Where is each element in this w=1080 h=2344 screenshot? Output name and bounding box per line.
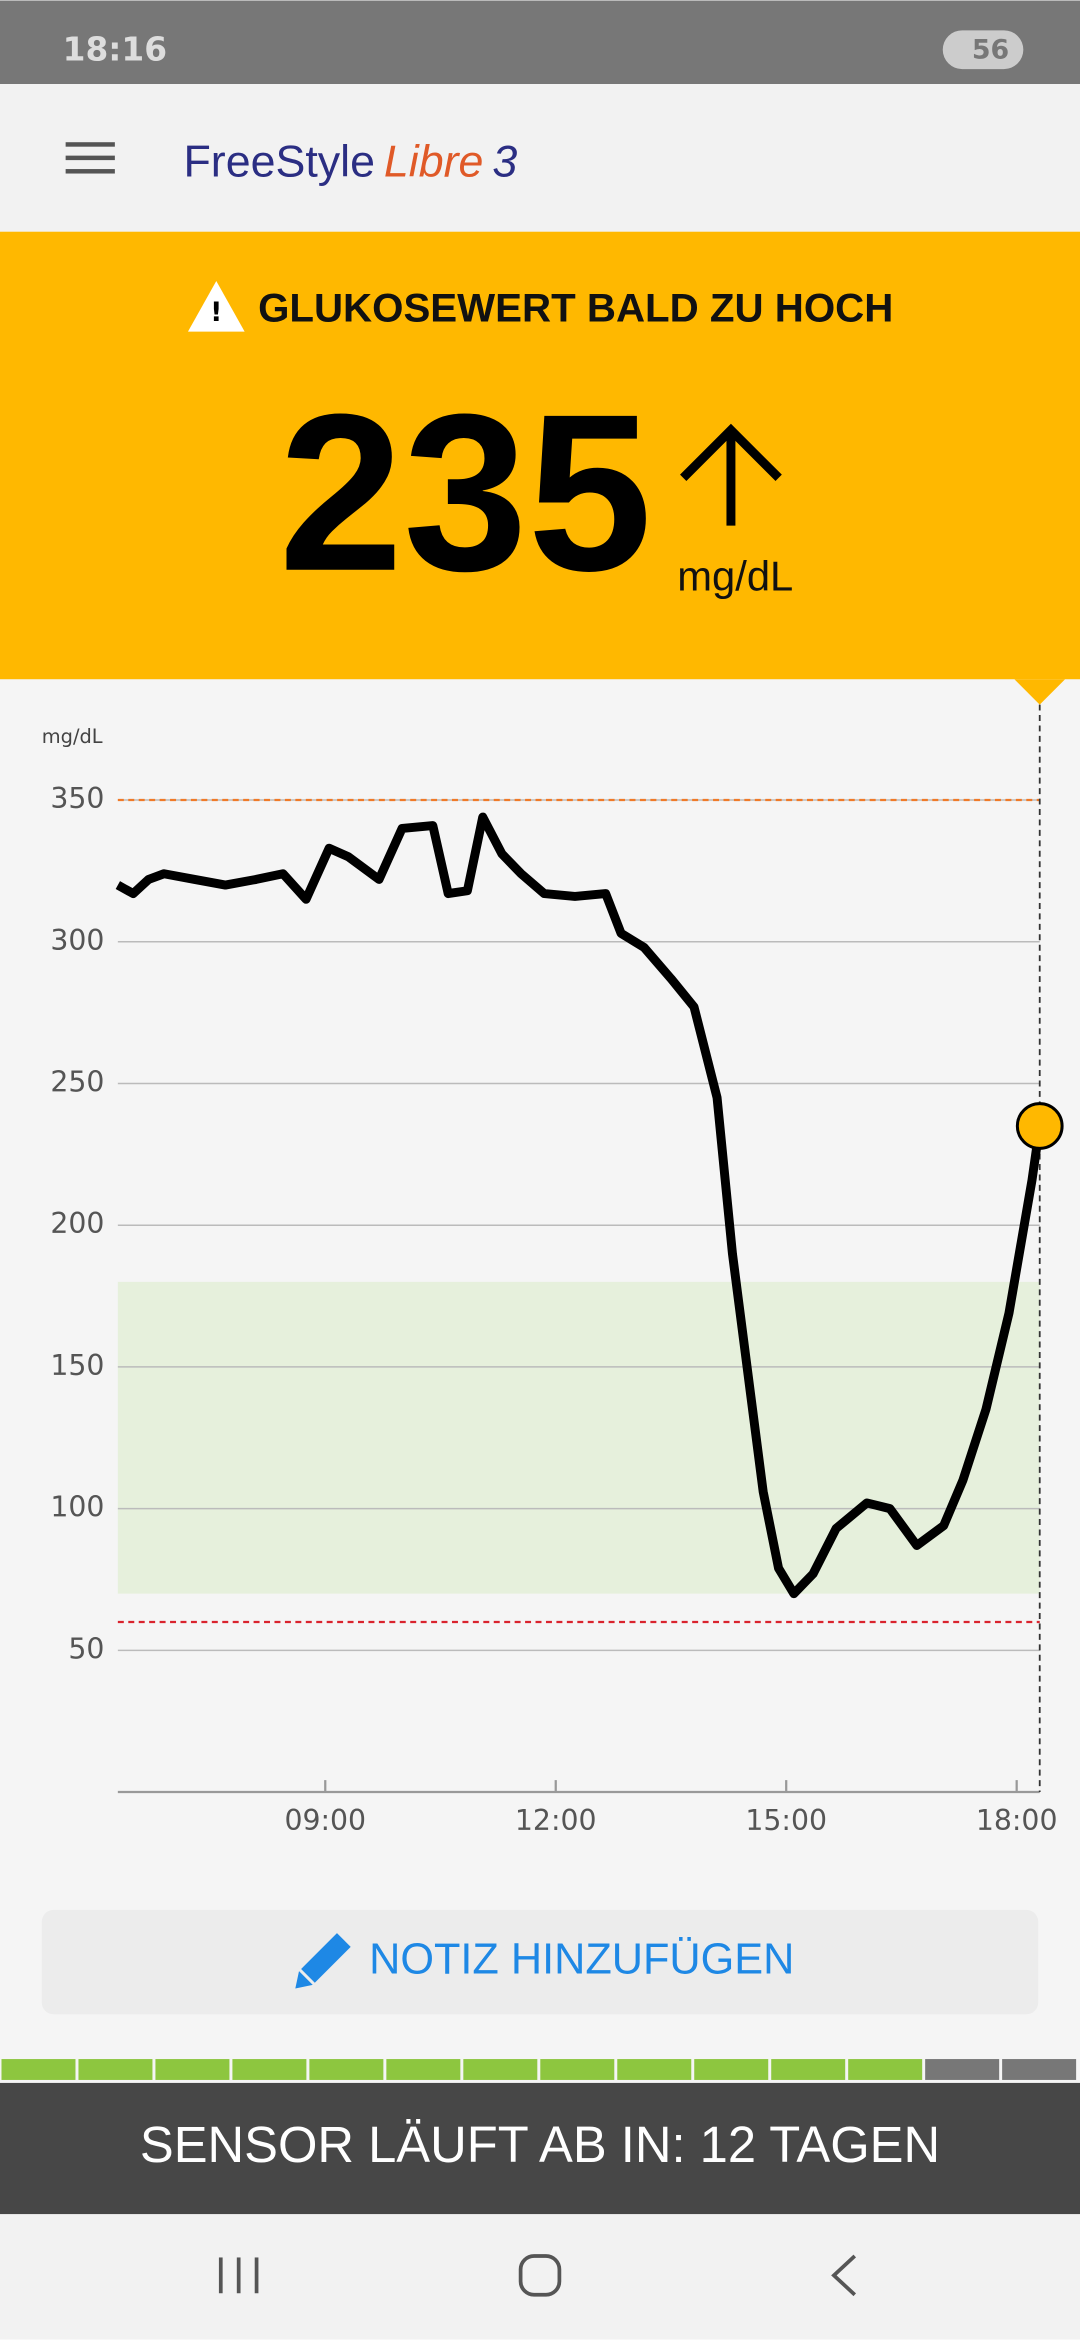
- nav-recent[interactable]: [218, 2257, 259, 2294]
- progress-segment: [617, 2059, 692, 2080]
- menu-bar: [65, 155, 115, 161]
- progress-segment: [463, 2059, 538, 2080]
- note-button[interactable]: NOTIZ HINZUFÜGEN: [41, 1909, 1039, 2015]
- progress-segment: [386, 2059, 461, 2080]
- target-range: [117, 1281, 1040, 1594]
- logo-version: 3: [492, 136, 517, 186]
- battery-level: 56: [972, 35, 1009, 66]
- progress-segment: [1002, 2059, 1077, 2080]
- nav-back[interactable]: [831, 2254, 857, 2297]
- warning-icon: [187, 280, 245, 332]
- status-time: 18:16: [63, 31, 167, 69]
- progress-segment: [232, 2059, 307, 2080]
- logo: FreeStyle Libre 3: [183, 136, 517, 186]
- banner-notch: [1014, 679, 1066, 705]
- sensor-progress: [1, 2059, 1077, 2080]
- progress-segment: [309, 2059, 384, 2080]
- y-tick-label: 150: [50, 1349, 104, 1382]
- sensor-bar: [0, 2082, 1080, 2215]
- x-tick-label: 09:00: [284, 1804, 366, 1837]
- chart: 50 100 150 200 250 300 350 09:00 12:00 15:00 18:00: [50, 704, 1064, 1837]
- progress-segment: [540, 2059, 615, 2080]
- y-tick-label: 200: [50, 1207, 104, 1240]
- y-tick-label: 50: [68, 1632, 104, 1665]
- app-header: [0, 84, 1080, 232]
- menu-bar: [65, 142, 115, 147]
- status-bar: [0, 0, 1080, 85]
- sensor-text: SENSOR LÄUFT AB IN: 12 TAGEN: [140, 2116, 940, 2173]
- glucose-unit: mg/dL: [677, 552, 793, 599]
- logo-brand: FreeStyle: [183, 136, 374, 186]
- y-tick-label: 100: [50, 1491, 104, 1524]
- y-tick-label: 350: [50, 782, 104, 815]
- progress-segment: [848, 2059, 923, 2080]
- progress-segment: [925, 2059, 1000, 2080]
- x-tick-label: 15:00: [745, 1804, 827, 1837]
- alert-banner: [0, 231, 1080, 680]
- note-button-bg: [41, 1909, 1039, 2015]
- x-tick-label: 12:00: [515, 1804, 597, 1837]
- progress-segment: [771, 2059, 846, 2080]
- progress-segment: [78, 2059, 153, 2080]
- x-tick-label: 18:00: [976, 1804, 1058, 1837]
- y-tick-label: 250: [50, 1065, 104, 1098]
- progress-segment: [694, 2059, 769, 2080]
- nav-bar: [0, 2214, 1080, 2340]
- menu-button[interactable]: [65, 142, 115, 174]
- alert-title: GLUKOSEWERT BALD ZU HOCH: [258, 285, 893, 330]
- menu-bar: [65, 169, 115, 174]
- battery-icon: [942, 30, 1024, 70]
- pencil-icon: [295, 1933, 351, 1989]
- trend-arrow: [680, 423, 782, 526]
- y-tick-label: 300: [50, 924, 104, 957]
- nav-home[interactable]: [518, 2254, 562, 2297]
- progress-segment: [1, 2059, 76, 2080]
- current-point: [1015, 1102, 1064, 1150]
- logo-product: Libre: [384, 136, 484, 186]
- glucose-value: 235: [279, 368, 652, 618]
- note-button-label: NOTIZ HINZUFÜGEN: [369, 1936, 794, 1984]
- warning-mark: !: [210, 297, 222, 328]
- progress-segment: [155, 2059, 230, 2080]
- y-axis-unit: mg/dL: [42, 725, 103, 748]
- glucose-line: [115, 812, 1045, 1599]
